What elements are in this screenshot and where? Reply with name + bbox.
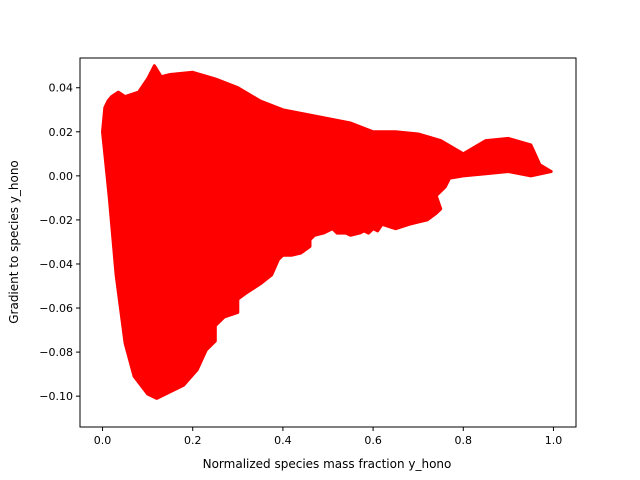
x-axis-label: Normalized species mass fraction y_hono	[203, 457, 452, 471]
y-tick-label: −0.08	[39, 346, 73, 359]
x-tick-label: 0.8	[455, 434, 473, 447]
y-tick-label: 0.02	[49, 126, 74, 139]
y-tick-label: −0.10	[39, 390, 73, 403]
y-axis: −0.10 −0.08 −0.06 −0.04 −0.02 0.00 0.02 0.04	[39, 82, 80, 403]
axes-frame	[79, 57, 577, 428]
y-tick-label: −0.04	[39, 258, 73, 271]
x-tick-label: 0.4	[274, 434, 292, 447]
y-tick-label: 0.00	[49, 170, 74, 183]
x-tick-label: 0.0	[94, 434, 112, 447]
y-tick-label: −0.06	[39, 302, 73, 315]
x-tick-label: 1.0	[545, 434, 563, 447]
plot-area	[101, 64, 553, 400]
y-axis-label: Gradient to species y_hono	[7, 160, 21, 324]
y-tick-label: −0.02	[39, 214, 73, 227]
x-axis: 0.0 0.2 0.4 0.6 0.8 1.0	[94, 427, 562, 447]
x-tick-label: 0.6	[364, 434, 382, 447]
y-tick-label: 0.04	[49, 82, 74, 95]
x-tick-label: 0.2	[184, 434, 202, 447]
scatter-series-1	[101, 64, 553, 400]
